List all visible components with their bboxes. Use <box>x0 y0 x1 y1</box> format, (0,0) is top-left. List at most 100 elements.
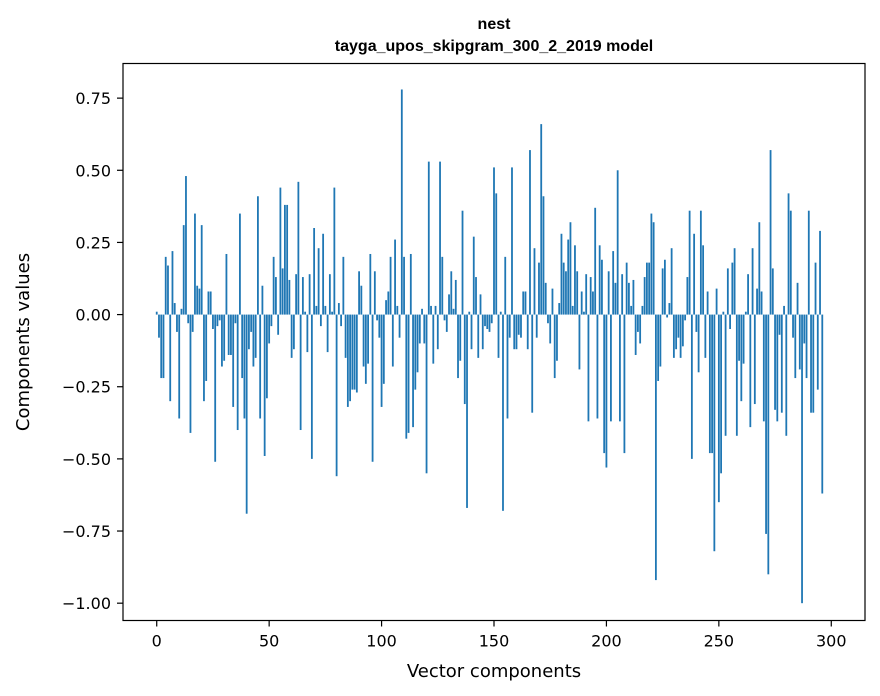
bar-158 <box>511 167 513 315</box>
bar-117 <box>418 314 421 344</box>
bar-194 <box>592 291 594 315</box>
bar-243 <box>702 245 705 315</box>
bar-188 <box>578 314 581 370</box>
bar-264 <box>749 314 752 428</box>
bar-246 <box>708 314 711 454</box>
bar-200 <box>605 314 608 468</box>
bar-134 <box>457 314 459 379</box>
bar-206 <box>619 314 621 422</box>
bar-130 <box>448 294 450 315</box>
bar-150 <box>493 167 495 315</box>
bar-1 <box>158 314 160 338</box>
bar-25 <box>212 314 214 330</box>
bar-204 <box>614 282 617 315</box>
bar-224 <box>659 314 662 367</box>
bar-181 <box>562 262 565 315</box>
bar-216 <box>641 305 644 315</box>
y-tick-label: 0.75 <box>75 89 111 108</box>
x-tick-label: 250 <box>704 632 735 651</box>
x-tick-label: 0 <box>152 632 162 651</box>
bar-283 <box>792 314 794 338</box>
bar-92 <box>362 314 365 367</box>
bar-34 <box>232 314 235 407</box>
bar-293 <box>814 262 817 315</box>
bar-100 <box>380 314 383 407</box>
bar-87 <box>351 314 354 390</box>
bar-233 <box>679 314 682 358</box>
bar-122 <box>430 305 432 315</box>
bar-127 <box>441 256 444 315</box>
bar-261 <box>742 314 745 364</box>
bar-157 <box>508 314 511 338</box>
bar-4 <box>164 256 167 315</box>
x-tick-label: 200 <box>591 632 622 651</box>
bar-290 <box>807 210 810 315</box>
bar-273 <box>769 150 772 315</box>
bar-23 <box>207 291 210 315</box>
bar-180 <box>560 233 563 315</box>
bar-257 <box>733 248 736 315</box>
bar-229 <box>670 248 673 315</box>
bar-141 <box>472 236 475 315</box>
bar-81 <box>337 303 340 315</box>
bar-250 <box>717 314 720 503</box>
bar-90 <box>358 271 360 315</box>
bar-192 <box>587 314 590 422</box>
bar-215 <box>639 314 642 344</box>
bar-123 <box>432 314 435 364</box>
bar-219 <box>648 262 651 315</box>
bar-196 <box>596 314 599 419</box>
bar-295 <box>819 230 821 315</box>
bar-78 <box>331 311 334 315</box>
bar-172 <box>542 196 545 315</box>
bar-14 <box>187 314 190 324</box>
bar-26 <box>214 314 217 462</box>
bar-272 <box>767 314 770 575</box>
bar-231 <box>675 314 678 350</box>
bar-68 <box>308 274 311 315</box>
bar-59 <box>288 279 291 315</box>
x-tick-label: 50 <box>259 632 279 651</box>
bar-212 <box>632 279 635 315</box>
bar-27 <box>216 314 219 327</box>
x-tick-label: 300 <box>816 632 847 651</box>
bar-235 <box>684 314 687 321</box>
bar-256 <box>731 262 734 315</box>
bar-10 <box>178 314 181 419</box>
bar-136 <box>461 210 464 315</box>
bar-195 <box>594 207 597 315</box>
bar-48 <box>263 314 266 456</box>
bar-238 <box>690 314 693 459</box>
bar-275 <box>774 314 776 410</box>
bar-69 <box>310 314 313 459</box>
bar-296 <box>821 314 824 494</box>
bar-197 <box>598 245 601 315</box>
bar-61 <box>292 314 295 350</box>
y-tick-label: −0.75 <box>62 522 111 541</box>
x-axis-ticks: 0 50 100 150 200 250 300 <box>152 620 847 651</box>
bar-182 <box>565 271 567 315</box>
bar-72 <box>317 248 320 315</box>
bar-198 <box>601 259 603 315</box>
bar-161 <box>517 314 520 335</box>
bar-51 <box>270 314 273 327</box>
bar-38 <box>241 314 244 379</box>
bar-121 <box>427 161 430 315</box>
bar-142 <box>475 277 477 315</box>
bar-143 <box>477 314 480 358</box>
bar-49 <box>266 314 268 399</box>
bar-190 <box>583 311 585 315</box>
bar-285 <box>796 282 799 315</box>
bar-177 <box>553 314 556 379</box>
bar-108 <box>398 314 401 338</box>
bar-41 <box>248 314 250 350</box>
bar-175 <box>549 314 552 344</box>
bar-67 <box>306 314 309 353</box>
bar-2 <box>160 314 163 379</box>
bar-89 <box>355 314 358 393</box>
bar-9 <box>176 314 178 332</box>
x-tick-label: 100 <box>366 632 397 651</box>
bar-207 <box>621 274 624 315</box>
bar-113 <box>409 253 412 315</box>
